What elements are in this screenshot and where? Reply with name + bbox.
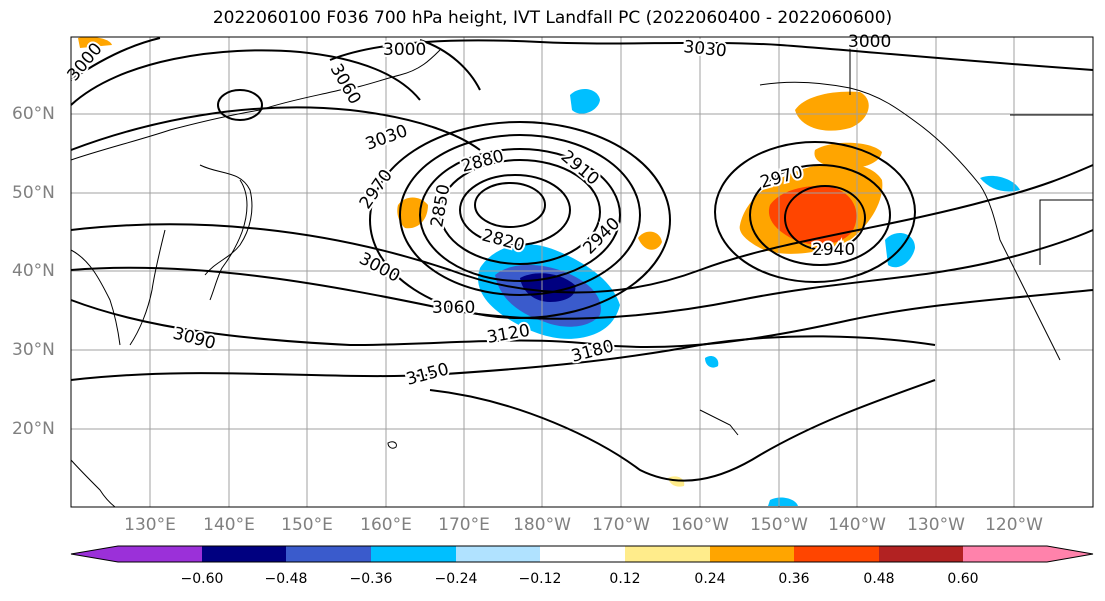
positive-anomaly-shade-orange bbox=[638, 231, 662, 250]
lon-label: 150°E bbox=[281, 515, 333, 535]
contour-label: 3090 bbox=[171, 324, 218, 355]
contour-label: 3000 bbox=[848, 32, 891, 52]
map-frame bbox=[70, 36, 1094, 508]
negative-anomaly-blob bbox=[705, 355, 719, 368]
colorbar-tick-label: −0.60 bbox=[180, 571, 224, 587]
map-title: 2022060100 F036 700 hPa height, IVT Land… bbox=[212, 8, 893, 28]
negative-anomaly-blob bbox=[768, 497, 798, 506]
lon-label: 180°W bbox=[513, 515, 571, 535]
colorbar-extend-high bbox=[1047, 546, 1093, 562]
lon-label: 130°E bbox=[124, 515, 176, 535]
colorbar-extend-low bbox=[71, 546, 118, 562]
colorbar-tick-label: −0.12 bbox=[518, 571, 562, 587]
lon-label: 170°W bbox=[592, 515, 650, 535]
colorbar-bin bbox=[794, 546, 879, 562]
colorbar-bin bbox=[371, 546, 456, 562]
negative-anomaly-blob bbox=[980, 175, 1020, 192]
lon-label: 140°E bbox=[203, 515, 255, 535]
coastlines bbox=[70, 37, 1093, 508]
lon-label: 160°E bbox=[360, 515, 412, 535]
colorbar-tick-label: −0.24 bbox=[434, 571, 478, 587]
contour-label: 3180 bbox=[569, 336, 616, 367]
lon-label: 120°W bbox=[985, 515, 1043, 535]
lat-label: 20°N bbox=[12, 419, 55, 439]
colorbar-tick-label: 0.36 bbox=[778, 571, 810, 587]
contour-label: 3030 bbox=[682, 37, 727, 61]
contour-label: 2850 bbox=[427, 183, 454, 229]
contour-label: 3060 bbox=[326, 61, 365, 108]
lat-label: 60°N bbox=[12, 104, 55, 124]
contour-label: 3150 bbox=[404, 359, 451, 390]
lat-label: 30°N bbox=[12, 340, 55, 360]
graticule bbox=[71, 37, 1093, 507]
colorbar-tick-label: 0.60 bbox=[947, 571, 979, 587]
contour-label: 2970 bbox=[356, 166, 397, 213]
colorbar-tick-label: 0.24 bbox=[694, 571, 726, 587]
colorbar-tick-label: −0.48 bbox=[264, 571, 308, 587]
colorbar bbox=[70, 545, 1094, 563]
colorbar-tick-label: 0.12 bbox=[609, 571, 641, 587]
colorbar-bin bbox=[879, 546, 963, 562]
colorbar-tick-label: 0.48 bbox=[863, 571, 895, 587]
lat-label: 50°N bbox=[12, 183, 55, 203]
colorbar-bin bbox=[540, 546, 625, 562]
lon-label: 160°W bbox=[671, 515, 729, 535]
colorbar-bin bbox=[625, 546, 710, 562]
contour-label: 2940 bbox=[812, 240, 855, 260]
lon-label: 150°W bbox=[750, 515, 808, 535]
lon-label: 170°E bbox=[438, 515, 490, 535]
positive-anomaly-shade-orange bbox=[814, 142, 882, 169]
lon-label: 140°W bbox=[828, 515, 886, 535]
contour-label: 3120 bbox=[485, 321, 531, 348]
height-contours bbox=[70, 37, 1094, 482]
colorbar-tick-label: −0.36 bbox=[349, 571, 393, 587]
contour-label: 2880 bbox=[459, 146, 506, 177]
colorbar-bin bbox=[118, 546, 202, 562]
colorbar-bin bbox=[710, 546, 794, 562]
contour-label: 3060 bbox=[432, 298, 475, 318]
positive-anomaly-shade-orange bbox=[795, 91, 869, 131]
positive-anomaly-shade-orange bbox=[78, 36, 112, 48]
contour-label: 3000 bbox=[383, 40, 426, 60]
negative-anomaly-blob bbox=[570, 88, 600, 114]
colorbar-bin bbox=[202, 546, 286, 562]
colorbar-bin bbox=[286, 546, 371, 562]
colorbar-bin bbox=[456, 546, 540, 562]
colorbar-bin bbox=[963, 546, 1047, 562]
lat-label: 40°N bbox=[12, 261, 55, 281]
lon-label: 130°W bbox=[907, 515, 965, 535]
contour-label: 3030 bbox=[363, 121, 410, 155]
colorbar-outline bbox=[70, 545, 1094, 563]
